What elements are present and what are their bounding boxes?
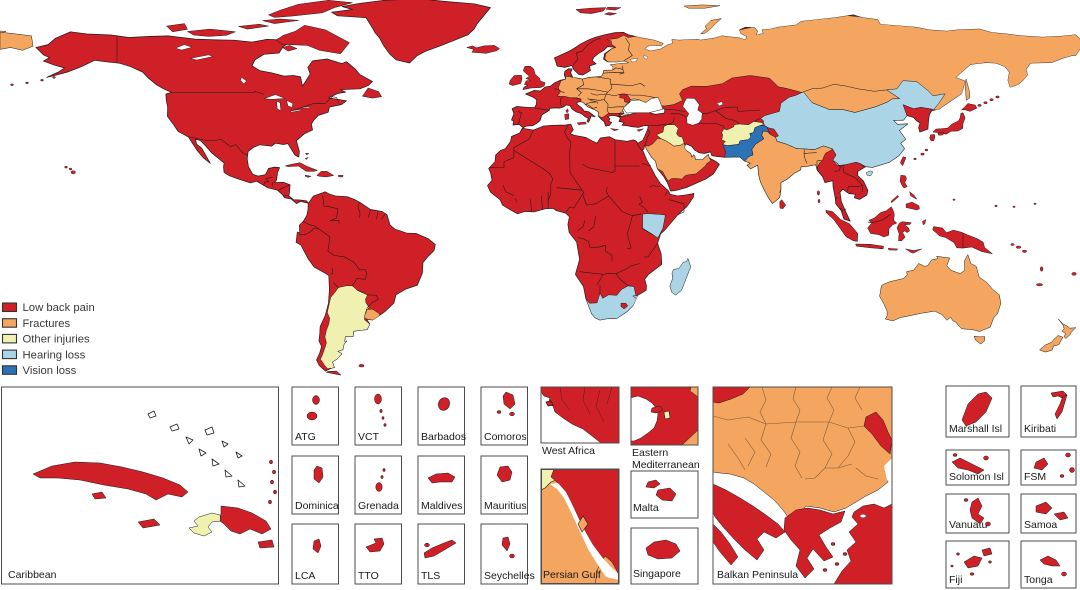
svg-text:LCA: LCA: [295, 570, 315, 582]
svg-text:Dominica: Dominica: [295, 500, 339, 512]
svg-text:Kiribati: Kiribati: [1024, 423, 1056, 435]
svg-text:Mediterranean: Mediterranean: [632, 459, 700, 471]
svg-text:Fractures: Fractures: [23, 318, 71, 330]
svg-text:FSM: FSM: [1024, 471, 1046, 483]
svg-text:Eastern: Eastern: [632, 447, 668, 459]
svg-text:Fiji: Fiji: [949, 574, 962, 586]
svg-text:Solomon Isl: Solomon Isl: [949, 471, 1004, 483]
svg-text:Marshall Isl: Marshall Isl: [949, 423, 1002, 435]
svg-text:Seychelles: Seychelles: [484, 570, 535, 582]
svg-text:Low back pain: Low back pain: [23, 302, 95, 314]
svg-text:Balkan Peninsula: Balkan Peninsula: [717, 569, 798, 581]
svg-text:Malta: Malta: [633, 502, 659, 514]
svg-text:Comoros: Comoros: [484, 431, 527, 443]
svg-text:Barbados: Barbados: [421, 431, 466, 443]
svg-text:Grenada: Grenada: [358, 500, 399, 512]
svg-text:Tonga: Tonga: [1024, 574, 1053, 586]
svg-text:VCT: VCT: [358, 431, 380, 443]
svg-text:TTO: TTO: [358, 570, 379, 582]
svg-text:Samoa: Samoa: [1024, 519, 1057, 531]
svg-text:Hearing loss: Hearing loss: [23, 349, 86, 361]
svg-text:Singapore: Singapore: [633, 568, 681, 580]
svg-text:Vision loss: Vision loss: [23, 365, 77, 377]
svg-text:Other injuries: Other injuries: [23, 334, 91, 346]
svg-text:ATG: ATG: [295, 431, 316, 443]
svg-text:TLS: TLS: [421, 570, 440, 582]
svg-text:Maldives: Maldives: [421, 500, 462, 512]
svg-text:West Africa: West Africa: [542, 445, 595, 457]
svg-text:Caribbean: Caribbean: [8, 569, 57, 581]
svg-text:Mauritius: Mauritius: [484, 500, 527, 512]
svg-text:Persian Gulf: Persian Gulf: [543, 569, 601, 581]
